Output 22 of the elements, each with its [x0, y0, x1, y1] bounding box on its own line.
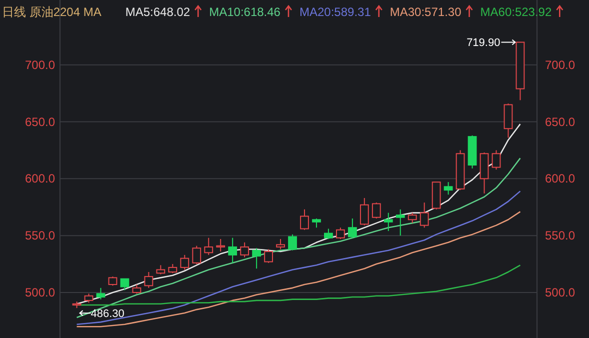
chart-title: 日线 原油2204 MA: [2, 5, 102, 19]
text: MA10:618.46: [209, 5, 281, 19]
y2-tick-label: 600.0: [545, 172, 576, 186]
y-tick-label: 550.0: [24, 228, 56, 243]
text: MA5:648.02: [125, 5, 190, 19]
annotation: 719.90: [466, 37, 500, 50]
y-tick-label: 600.0: [24, 172, 56, 186]
line-series: [76, 211, 521, 328]
y-tick-label: 500.0: [24, 285, 56, 300]
y2-tick-label: 650.0: [545, 114, 576, 129]
y2-tick-label: 700.0: [545, 58, 576, 72]
candlestick: [228, 237, 238, 264]
line-series: [76, 158, 521, 318]
text: MA60:523.92: [480, 5, 552, 19]
line-series: [76, 190, 521, 325]
y-tick-label: 650.0: [24, 114, 56, 129]
text: MA20:589.31: [299, 5, 372, 19]
y-tick-label: 700.0: [24, 58, 56, 72]
y2-tick-label: 550.0: [545, 228, 576, 243]
y2-tick-label: 500.0: [545, 285, 576, 300]
text: MA30:571.30: [390, 5, 462, 19]
annotation: 486.30: [90, 308, 124, 320]
